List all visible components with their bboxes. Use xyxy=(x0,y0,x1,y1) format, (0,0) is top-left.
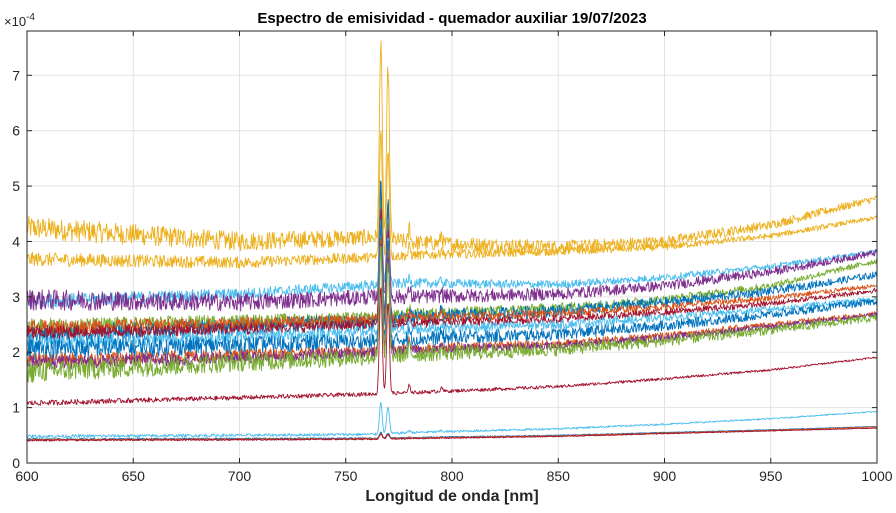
x-tick-label: 950 xyxy=(759,468,783,484)
x-tick-label: 700 xyxy=(228,468,252,484)
spectrum-line-18 xyxy=(26,427,877,442)
y-tick-label: 7 xyxy=(12,67,20,83)
chart-title: Espectro de emisividad - quemador auxili… xyxy=(257,10,646,27)
y-tick-label: 6 xyxy=(12,123,20,139)
y-tick-label: 2 xyxy=(12,344,20,360)
series-layer xyxy=(26,40,878,442)
spectrum-line-4 xyxy=(26,187,878,312)
x-tick-label: 800 xyxy=(440,468,464,484)
y-tick-label: 4 xyxy=(12,233,20,249)
y-tick-label: 3 xyxy=(12,289,20,305)
x-tick-label: 1000 xyxy=(861,468,892,484)
spectrum-line-16 xyxy=(26,425,878,441)
spectrum-line-2 xyxy=(26,130,878,269)
y-exponent-base: ×10 xyxy=(4,14,26,29)
x-tick-label: 900 xyxy=(653,468,677,484)
y-tick-label: 1 xyxy=(12,400,20,416)
x-tick-labels: 600 650 700 750 800 850 900 950 1000 xyxy=(15,468,892,484)
spectrum-line-7 xyxy=(26,208,878,335)
y-tick-labels: 0 1 2 3 4 5 6 7 xyxy=(12,67,20,471)
ticks xyxy=(26,31,878,464)
x-tick-label: 750 xyxy=(334,468,358,484)
spectrum-line-10 xyxy=(26,218,878,360)
y-tick-label: 5 xyxy=(12,178,20,194)
spectrum-line-11 xyxy=(26,237,878,368)
x-tick-label: 850 xyxy=(547,468,571,484)
y-exponent-power: -4 xyxy=(26,12,35,23)
spectrum-line-14 xyxy=(26,287,878,406)
y-axis-exponent: ×10-4 xyxy=(4,12,35,29)
x-tick-label: 650 xyxy=(122,468,146,484)
spectrum-line-15 xyxy=(26,402,878,439)
spectrum-line-13 xyxy=(26,245,878,383)
spectrum-line-9 xyxy=(26,219,878,352)
spectrum-line-3 xyxy=(26,195,878,309)
x-axis-title: Longitud de onda [nm] xyxy=(365,488,538,505)
y-tick-label: 0 xyxy=(12,455,20,471)
x-tick-label: 600 xyxy=(15,468,39,484)
